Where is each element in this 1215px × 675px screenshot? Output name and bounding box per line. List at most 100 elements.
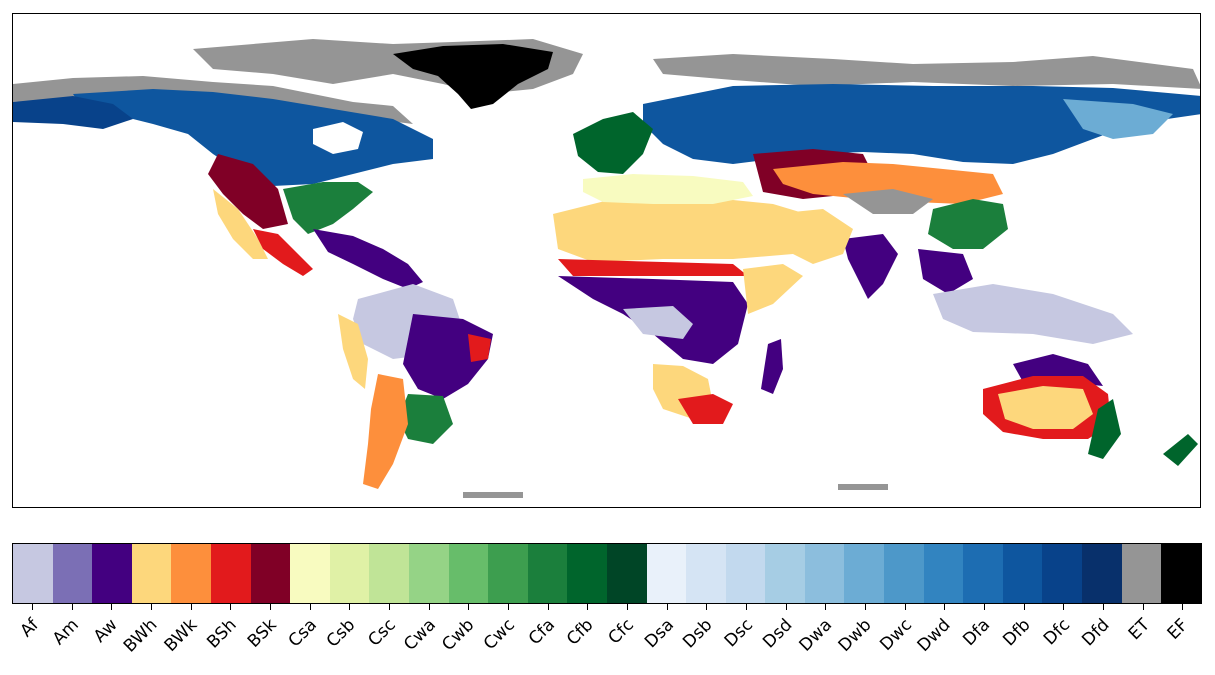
colorbar-swatch-dsb <box>686 544 726 603</box>
colorbar-swatch-dfc <box>1042 544 1083 603</box>
colorbar-tick <box>31 604 33 610</box>
siberia-boreal <box>643 84 1200 164</box>
colorbar-label-dwd: Dwd <box>913 615 955 656</box>
africa <box>553 196 828 424</box>
us-great-plains <box>208 154 288 229</box>
colorbar-label-cfa: Cfa <box>524 615 559 650</box>
colorbar-swatch-dsc <box>725 544 766 603</box>
colorbar-swatch-csb <box>329 544 370 603</box>
colorbar-label-aw: Aw <box>90 615 122 647</box>
sahel <box>558 259 748 276</box>
colorbar-tick <box>1023 604 1025 610</box>
colorbar-tick <box>230 604 232 610</box>
us-southwest-desert <box>213 189 268 259</box>
colorbar-label-cwb: Cwb <box>438 615 479 656</box>
colorbar-swatch-dsd <box>765 544 805 603</box>
colorbar <box>12 543 1202 604</box>
colorbar-swatch-cfb <box>567 544 607 603</box>
sahara-desert <box>553 196 828 262</box>
alaska <box>13 96 133 129</box>
arabia <box>773 209 853 264</box>
colorbar-tick <box>1142 604 1144 610</box>
colorbar-swatch-dwa <box>804 544 845 603</box>
madagascar <box>761 339 783 394</box>
colorbar-tick <box>468 604 470 610</box>
east-asia <box>928 199 1008 249</box>
colorbar-tick <box>944 604 946 610</box>
colorbar-label-am: Am <box>48 615 83 650</box>
east-africa <box>743 264 803 314</box>
colorbar-tick <box>269 604 271 610</box>
colorbar-label-cwa: Cwa <box>399 615 440 655</box>
hudson-bay <box>313 122 363 154</box>
colorbar-swatch-dwb <box>844 544 885 603</box>
colorbar-label-bwk: BWk <box>160 615 201 656</box>
oceania <box>983 354 1198 466</box>
colorbar-label-dfb: Dfb <box>998 615 1035 651</box>
maritime-southeast-asia <box>933 284 1133 344</box>
colorbar-tick <box>190 604 192 610</box>
colorbar-swatch-csa <box>290 544 330 603</box>
colorbar-tick <box>349 604 351 610</box>
colorbar-swatch-aw <box>92 544 132 603</box>
colorbar-swatch-cwb <box>448 544 489 603</box>
colorbar-swatch-cwa <box>408 544 449 603</box>
kamchatka <box>1063 99 1173 139</box>
colorbar-label-cfb: Cfb <box>563 615 598 650</box>
colorbar-label-cfc: Cfc <box>604 615 638 649</box>
colorbar-swatch-csc <box>369 544 409 603</box>
southern-brazil <box>398 394 453 444</box>
colorbar-swatch-dsa <box>646 544 687 603</box>
colorbar-label-dsb: Dsb <box>679 615 717 653</box>
colorbar-tick <box>507 604 509 610</box>
climate-map-canvas <box>13 39 1200 498</box>
colorbar-ticks: Af Am Aw BWh BWk BSh BSk Csa Csb Csc Cwa Cwb Cwc Cfa C… <box>12 604 1202 674</box>
tibetan-plateau <box>843 189 933 214</box>
antarctic-fringe <box>463 484 888 498</box>
mexico <box>253 229 313 276</box>
colorbar-swatch-et <box>1121 544 1162 603</box>
colorbar-tick <box>983 604 985 610</box>
colorbar-tick <box>587 604 589 610</box>
central-asia-desert <box>773 162 1003 204</box>
colorbar-tick <box>547 604 549 610</box>
colorbar-label-dsd: Dsd <box>758 615 796 653</box>
colorbar-label-dsa: Dsa <box>640 615 678 653</box>
argentina-arid <box>363 374 408 489</box>
us-east-humid <box>283 182 373 234</box>
colorbar-label-csa: Csa <box>284 615 321 652</box>
colorbar-swatch-bsk <box>250 544 291 603</box>
colorbar-swatch-dwd <box>923 544 964 603</box>
colorbar-label-et: ET <box>1124 615 1154 645</box>
southeast-asia <box>918 249 973 294</box>
colorbar-swatch-cfa <box>527 544 568 603</box>
colorbar-swatch-dfb <box>1002 544 1043 603</box>
colorbar-swatch-dfa <box>963 544 1003 603</box>
colorbar-tick <box>150 604 152 610</box>
colorbar-swatch-bwk <box>171 544 211 603</box>
colorbar-tick <box>825 604 827 610</box>
colorbar-swatch-bsh <box>210 544 251 603</box>
colorbar-label-bsk: BSk <box>243 615 281 652</box>
colorbar-label-csc: Csc <box>364 615 400 651</box>
india <box>843 234 898 299</box>
colorbar-label-af: Af <box>16 615 43 642</box>
colorbar-label-dfc: Dfc <box>1040 615 1075 650</box>
world-climate-map <box>12 13 1201 508</box>
colorbar-label-cwc: Cwc <box>479 615 519 655</box>
australia-desert <box>998 386 1093 429</box>
north-america <box>13 89 433 289</box>
colorbar-tick <box>785 604 787 610</box>
south-america <box>338 284 493 489</box>
scandinavia-europe <box>573 112 653 174</box>
colorbar-swatch-am <box>52 544 93 603</box>
antarctic-patch <box>838 484 888 490</box>
siberia-tundra <box>653 54 1200 89</box>
antarctic-patch <box>463 492 523 498</box>
colorbar-label-dsc: Dsc <box>720 615 757 652</box>
greenland-ice <box>393 44 553 109</box>
colorbar-tick <box>1063 604 1065 610</box>
colorbar-tick <box>309 604 311 610</box>
colorbar-swatch-ef <box>1161 544 1201 603</box>
andes-west-coast <box>338 314 368 389</box>
